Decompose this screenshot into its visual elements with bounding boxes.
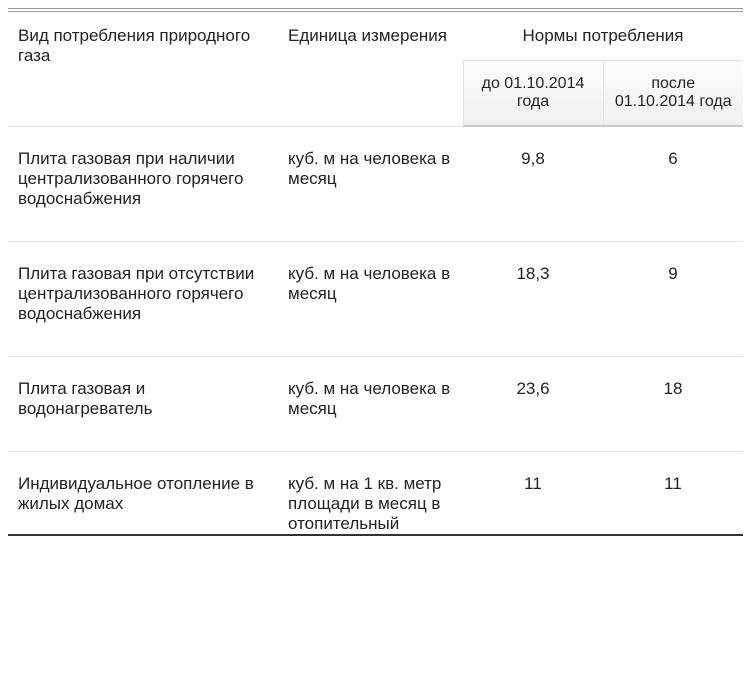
cell-after: 6: [603, 126, 743, 241]
cell-consumption: Плита газовая и водонагреватель: [8, 356, 278, 451]
table-row: Плита газовая при наличии централизованн…: [8, 126, 743, 241]
cell-before: 23,6: [463, 356, 603, 451]
cell-after: 18: [603, 356, 743, 451]
header-norms: Нормы потребления: [463, 12, 743, 61]
cell-unit: куб. м на 1 кв. метр площади в месяц в о…: [278, 451, 463, 534]
cell-before: 9,8: [463, 126, 603, 241]
table-row: Плита газовая и водонагреватель куб. м н…: [8, 356, 743, 451]
cell-after: 9: [603, 241, 743, 356]
header-before: до 01.10.2014 года: [463, 61, 603, 127]
table-body: Плита газовая при наличии централизованн…: [8, 126, 743, 534]
cell-unit: куб. м на человека в месяц: [278, 356, 463, 451]
table-row: Плита газовая при отсутствии централизов…: [8, 241, 743, 356]
cell-consumption: Индивидуальное отопление в жилых домах: [8, 451, 278, 534]
cell-after: 11: [603, 451, 743, 534]
cell-before: 11: [463, 451, 603, 534]
gas-norms-table-wrap: Вид потребления природного газа Единица …: [8, 8, 743, 536]
header-after: после 01.10.2014 года: [603, 61, 743, 127]
cell-consumption: Плита газовая при отсутствии централизов…: [8, 241, 278, 356]
cell-unit: куб. м на человека в месяц: [278, 126, 463, 241]
gas-norms-table: Вид потребления природного газа Единица …: [8, 12, 743, 534]
cell-unit: куб. м на человека в месяц: [278, 241, 463, 356]
header-consumption: Вид потребления природного газа: [8, 12, 278, 126]
cell-consumption: Плита газовая при наличии централизованн…: [8, 126, 278, 241]
header-unit: Единица измерения: [278, 12, 463, 126]
table-row: Индивидуальное отопление в жилых домах к…: [8, 451, 743, 534]
cell-before: 18,3: [463, 241, 603, 356]
